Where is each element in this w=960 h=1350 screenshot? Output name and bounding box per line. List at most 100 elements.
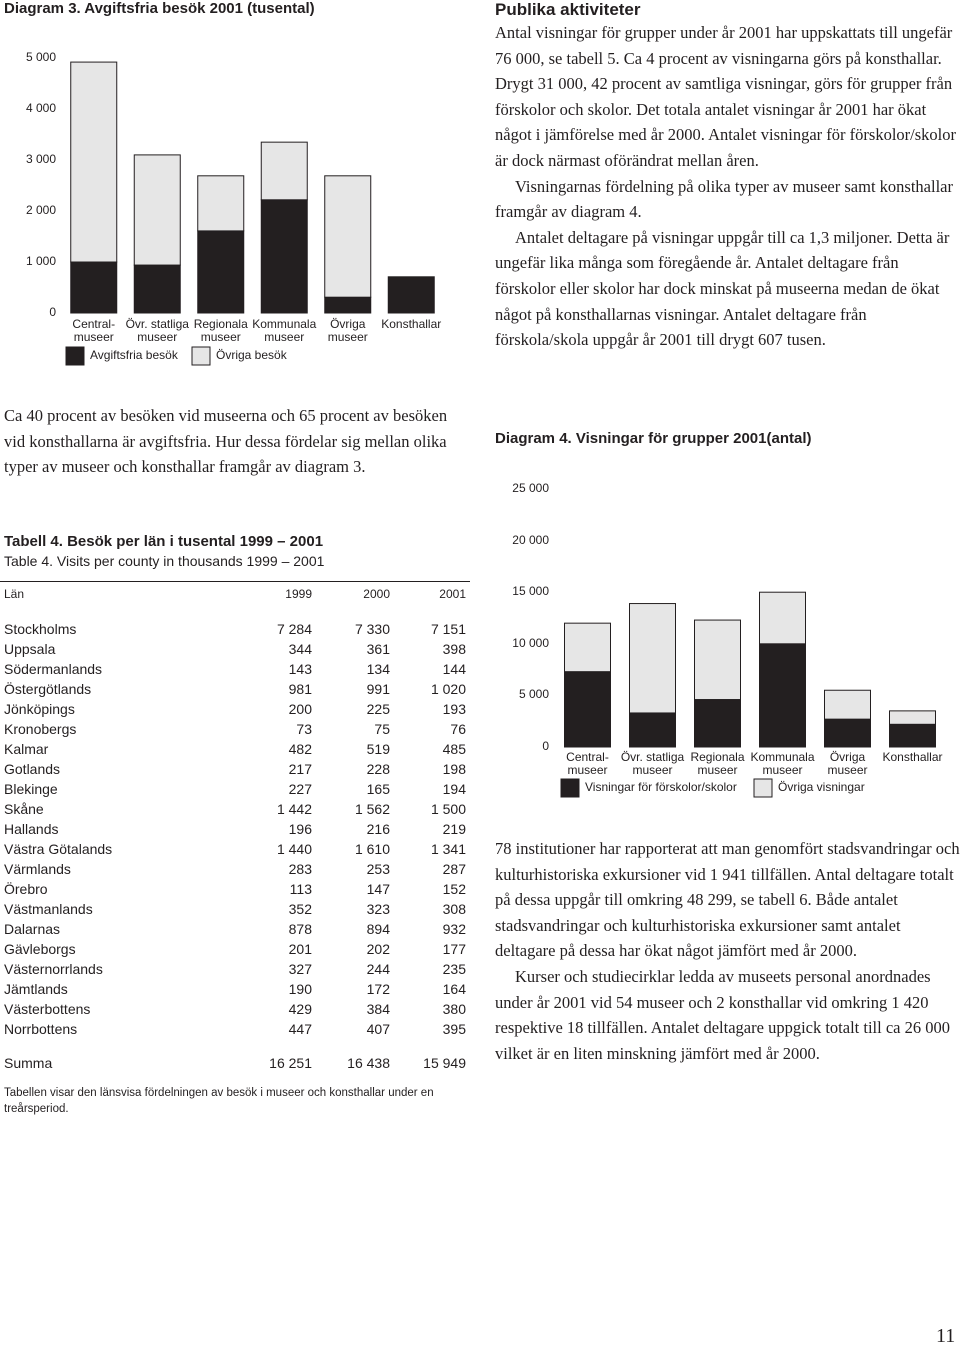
x-tick-label: Konsthallar — [882, 750, 943, 764]
y-tick-label: 0 — [49, 305, 56, 319]
table-cell: Gävleborgs — [4, 941, 76, 957]
table-cell: 485 — [442, 741, 466, 757]
table-cell: Stockholms — [4, 621, 77, 637]
table-cell: 217 — [288, 761, 312, 777]
table-cell: 202 — [366, 941, 390, 957]
table-cell: 219 — [442, 821, 466, 837]
paragraphs: Antal visningar för grupper under år 200… — [495, 20, 960, 353]
table-cell: 380 — [442, 1001, 466, 1017]
legend-label: Avgiftsfria besök — [90, 348, 178, 362]
table-row: Västra Götalands 1 440 1 610 1 341 — [4, 839, 466, 859]
table-cell: 235 — [442, 961, 466, 977]
table-row: Södermanlands 143 134 144 — [4, 659, 466, 679]
table-cell: Blekinge — [4, 781, 58, 797]
paragraph: Antal visningar för grupper under år 200… — [495, 23, 956, 170]
table-cell: 134 — [366, 661, 390, 677]
spacer — [4, 604, 466, 619]
table-cell: Skåne — [4, 801, 44, 817]
x-tick-label: Central- museer — [566, 750, 609, 777]
table-cell: Summa — [4, 1055, 53, 1071]
paragraph: Visningarnas fördelning på olika typer a… — [495, 176, 953, 222]
legend-label: Visningar för förskolor/skolor — [585, 780, 737, 794]
bar-segment — [824, 718, 871, 748]
table-cell: 15 949 — [423, 1055, 466, 1071]
table-row: Skåne 1 442 1 562 1 500 — [4, 799, 466, 819]
table-cell: 878 — [288, 921, 312, 937]
table-cell: Dalarnas — [4, 921, 61, 937]
table-cell: 2001 — [439, 587, 466, 601]
table-cell: Östergötlands — [4, 681, 92, 697]
bar-segment — [889, 723, 936, 748]
table-cell: 981 — [288, 681, 312, 697]
table-cell: 894 — [366, 921, 390, 937]
table-cell: 519 — [366, 741, 390, 757]
table-cell: 16 438 — [347, 1055, 390, 1071]
table-cell: 201 — [288, 941, 312, 957]
bar-segment — [889, 710, 936, 725]
table-cell: 227 — [288, 781, 312, 797]
table-cell: 398 — [442, 641, 466, 657]
table-cell: 323 — [366, 901, 390, 917]
x-tick-label: Kommunala museer — [750, 750, 815, 777]
table-cell: Uppsala — [4, 641, 56, 657]
table-cell: 144 — [442, 661, 466, 677]
table-rule — [0, 581, 470, 582]
table-cell: Gotlands — [4, 761, 61, 777]
bar-segment — [694, 619, 741, 701]
y-tick-label: 25 000 — [512, 481, 549, 495]
table-cell: 152 — [442, 881, 466, 897]
table-cell: 193 — [442, 701, 466, 717]
table-cell: 384 — [366, 1001, 390, 1017]
table-cell: 200 — [288, 701, 312, 717]
bar-segment — [564, 622, 611, 673]
bar-segment — [324, 175, 372, 298]
table-cell: 76 — [450, 721, 466, 737]
table-row: Gävleborgs 201 202 177 — [4, 939, 466, 959]
bar-segment — [133, 264, 181, 314]
paragraph: 78 institutioner har rapporterat att man… — [495, 839, 960, 961]
table-cell: 75 — [374, 721, 390, 737]
table-row: Norrbottens 447 407 395 — [4, 1019, 466, 1039]
table-cell: 482 — [288, 741, 312, 757]
y-tick-label: 2 000 — [25, 203, 56, 217]
table-cell: 1 020 — [430, 681, 466, 697]
table-cell: 361 — [366, 641, 390, 657]
table-cell: Kalmar — [4, 741, 49, 757]
bar-segment — [387, 276, 435, 314]
table-cell: Västerbottens — [4, 1001, 91, 1017]
table-cell: 1 500 — [430, 801, 466, 817]
table-cell: 147 — [366, 881, 390, 897]
table-cell: 16 251 — [269, 1055, 312, 1071]
table-cell: 228 — [366, 761, 390, 777]
table-cell: 177 — [442, 941, 466, 957]
bar-segment — [759, 643, 806, 748]
table-cell: 1 341 — [430, 841, 466, 857]
x-tick-label: Kommunala museer — [252, 317, 317, 344]
bar-segment — [629, 712, 676, 748]
bar-segment — [824, 689, 871, 720]
table-cell: 165 — [366, 781, 390, 797]
table-row: Stockholms 7 284 7 330 7 151 — [4, 619, 466, 639]
x-tick-label: Övriga museer — [327, 317, 368, 344]
table-cell: 344 — [288, 641, 312, 657]
table-row: Västernorrlands 327 244 235 — [4, 959, 466, 979]
table-cell: 143 — [288, 661, 312, 677]
table-cell: 73 — [296, 721, 312, 737]
y-tick-label: 5 000 — [25, 50, 56, 64]
bar-segment — [260, 141, 308, 201]
table-row: Kalmar 482 519 485 — [4, 739, 466, 759]
bar-segment — [197, 175, 245, 232]
table-cell: 327 — [288, 961, 312, 977]
x-tick-label: Övr. statliga museer — [125, 317, 189, 344]
table-cell: 447 — [288, 1021, 312, 1037]
table-header: Län 1999 2000 2001 — [4, 584, 466, 604]
table-row: Uppsala 344 361 398 — [4, 639, 466, 659]
table-cell: Västra Götalands — [4, 841, 113, 857]
table-note: Tabellen visar den länsvisa fördelningen… — [4, 1087, 434, 1115]
table-cell: 113 — [289, 881, 312, 897]
x-tick-label: Regionala museer — [193, 317, 248, 344]
table: Län 1999 2000 2001 Stockholms 7 284 7 330 7 151… — [4, 584, 466, 1073]
section-heading: Publika aktiviteter — [495, 0, 641, 19]
table-cell: 194 — [442, 781, 466, 797]
y-tick-label: 5 000 — [518, 687, 549, 702]
